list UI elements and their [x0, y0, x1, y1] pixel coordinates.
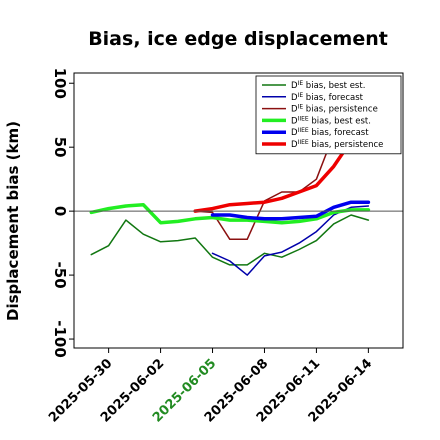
legend-entry-label: DIIEE bias, best est.	[291, 115, 371, 126]
plot-area-frame	[73, 72, 404, 349]
legend-entry-label: DIIEE bias, persistence	[291, 139, 383, 150]
series-layer	[89, 133, 371, 276]
y-tick-label: 100	[51, 68, 69, 99]
legend-entry-label: DIE bias, forecast	[291, 92, 364, 103]
legend: DIE bias, best est.DIE bias, forecastDIE…	[255, 75, 402, 155]
series-line-6	[193, 139, 353, 213]
y-tick-label: 50	[51, 137, 69, 158]
series-line-3	[194, 133, 352, 241]
y-tick-label: -100	[51, 320, 69, 358]
legend-entry-label: DIE bias, best est.	[291, 80, 365, 91]
y-tick-label: -50	[51, 262, 69, 289]
series-line-1	[90, 214, 370, 266]
series-line-4	[89, 202, 371, 225]
series-line-5	[210, 200, 371, 221]
legend-entry-label: DIE bias, persistence	[291, 104, 378, 115]
y-axis-label: Displacement bias (km)	[4, 121, 22, 321]
legend-box	[255, 75, 402, 155]
y-tick-label: 0	[51, 206, 69, 216]
chart-title: Bias, ice edge displacement	[88, 28, 388, 50]
legend-entry-label: DIIEE bias, forecast	[291, 127, 369, 138]
